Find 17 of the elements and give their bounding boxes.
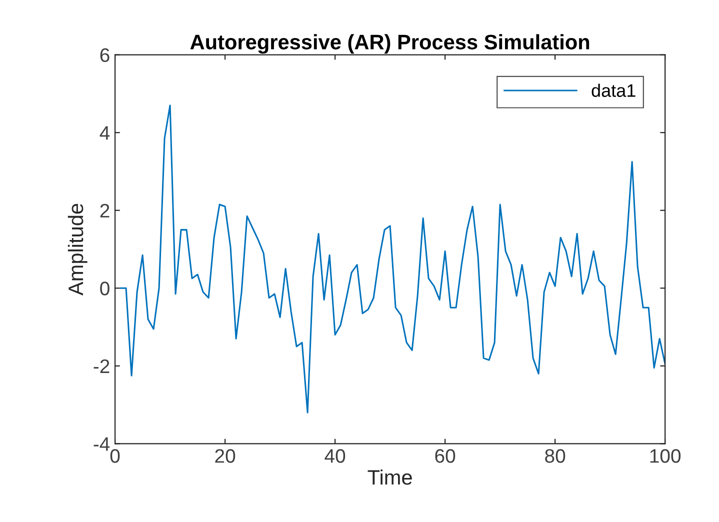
line-series — [120, 104, 666, 414]
x-tick-label: 0 — [110, 449, 120, 463]
y-tick-label: -4 — [94, 437, 110, 451]
x-tick-label: 40 — [324, 449, 346, 463]
chart-title: Autoregressive (AR) Process Simulation — [190, 34, 590, 54]
x-tick-label: 20 — [215, 449, 236, 463]
x-axis-title: Time — [368, 469, 412, 485]
y-axis-title: Amplitude — [68, 204, 88, 296]
y-tick-label: 0 — [100, 282, 110, 296]
x-tick-label: 60 — [435, 449, 456, 463]
y-tick-label: 2 — [100, 204, 110, 218]
y-tick-label: -2 — [94, 359, 110, 373]
y-tick-label: 6 — [100, 48, 110, 62]
legend-label: data1 — [592, 84, 636, 97]
y-tick-label: 4 — [100, 126, 110, 140]
x-tick-label: 100 — [650, 449, 681, 463]
x-tick-label: 80 — [545, 449, 566, 463]
